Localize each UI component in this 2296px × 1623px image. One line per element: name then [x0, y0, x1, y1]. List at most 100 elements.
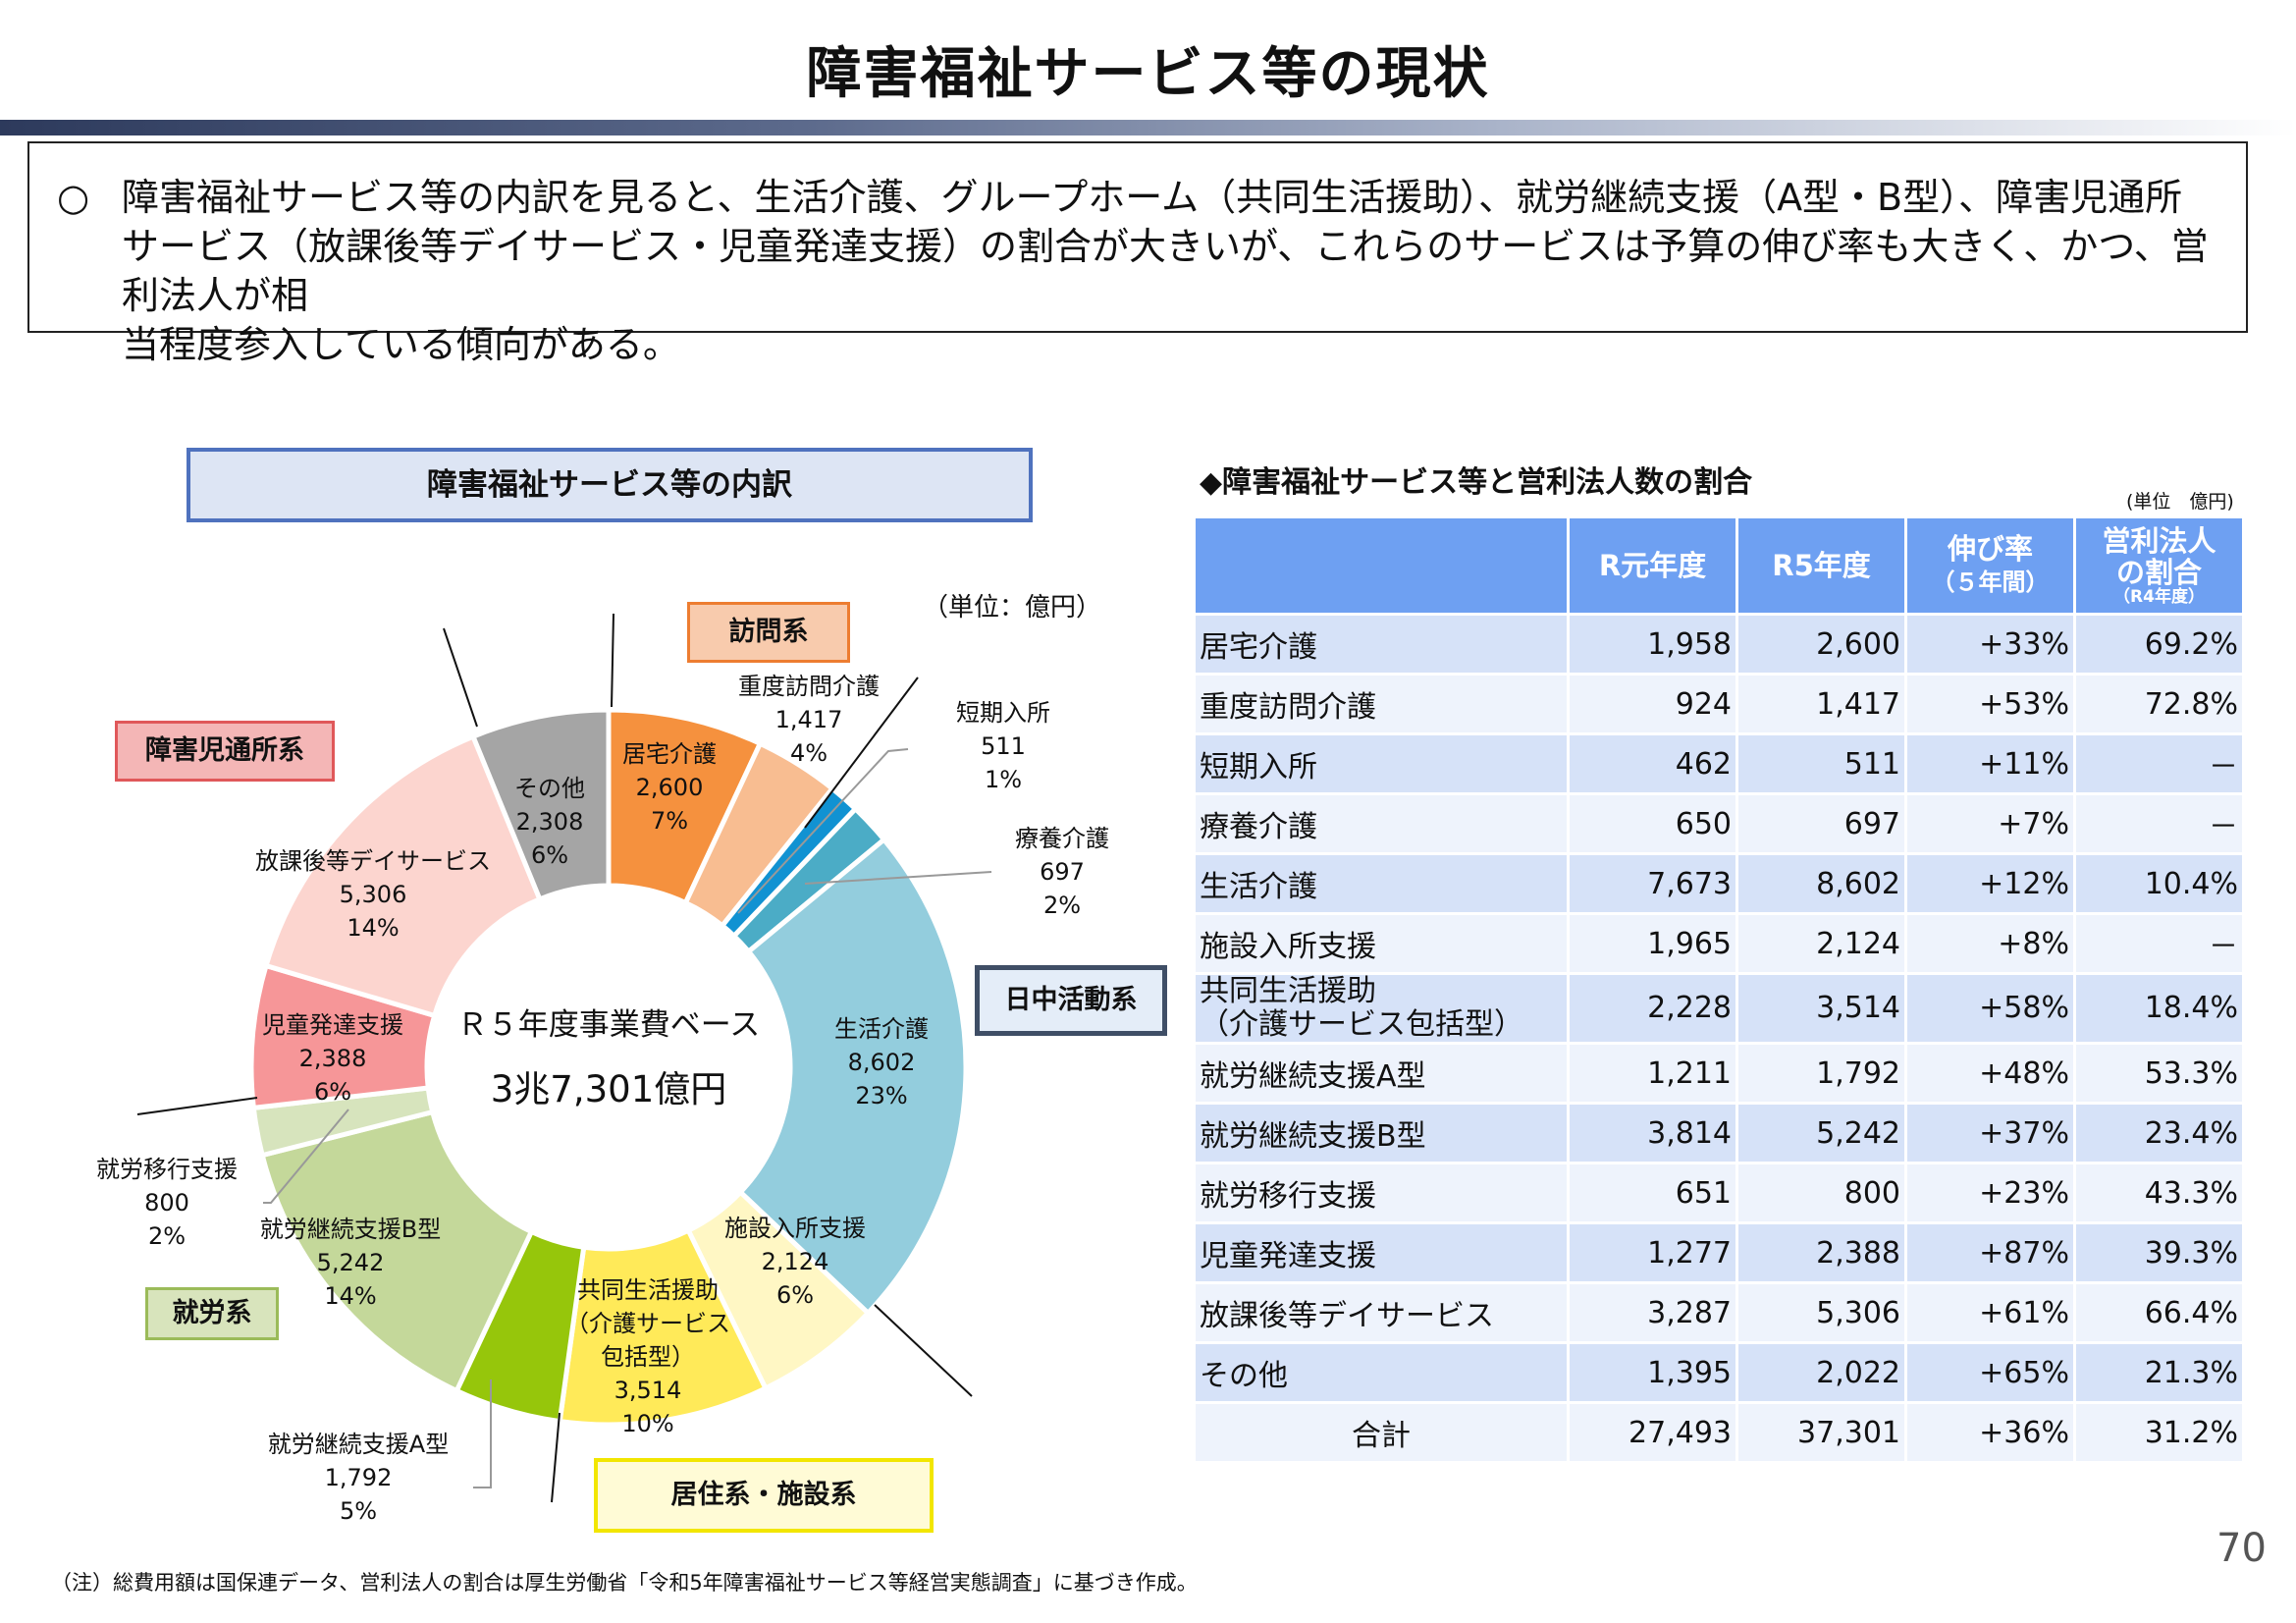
- category-child: 障害児通所系: [115, 721, 335, 782]
- slice-label: 共同生活援助 （介護サービス包括型） 3,514 10%: [565, 1276, 730, 1437]
- header-share-line3: （R4年度）: [2113, 587, 2205, 607]
- row-r5-cell: 2,124: [1738, 915, 1904, 972]
- row-r5-cell: 800: [1738, 1164, 1904, 1221]
- slice-label-line: 就労継続支援B型: [260, 1216, 441, 1243]
- total-growth-cell: +36%: [1907, 1404, 2073, 1461]
- slice-label-line: 23%: [855, 1082, 907, 1109]
- table-body: 居宅介護 1,958 2,600 +33% 69.2% 重度訪問介護 924 1,417 +53…: [1196, 616, 2242, 1461]
- table-row: 児童発達支援 1,277 2,388 +87% 39.3%: [1196, 1224, 2242, 1281]
- slice-13: [469, 707, 612, 903]
- slice-5: [736, 836, 969, 1317]
- header-growth-line2: （５年間）: [1931, 568, 2050, 596]
- slice-label: 生活介護 8,602 23%: [834, 1015, 929, 1109]
- slice-label-line: 8,602: [848, 1049, 916, 1076]
- slice-label-line: 就労移行支援: [96, 1156, 238, 1183]
- row-share-cell: 43.3%: [2076, 1164, 2242, 1221]
- row-r5-cell: 2,022: [1738, 1344, 1904, 1401]
- row-growth-cell: +58%: [1907, 975, 2073, 1042]
- slice-label: 短期入所 511 1%: [956, 699, 1050, 793]
- chart-unit-label: （単位：億円）: [923, 593, 1102, 622]
- slice-labels: 居宅介護 2,600 7% 重度訪問介護 1,417 4% 短期入所 511 1% 療養介護 697…: [96, 673, 1109, 1525]
- slice-label-line: 2%: [148, 1222, 186, 1250]
- row-name-cell: 施設入所支援: [1196, 915, 1567, 972]
- category-divider-line: [874, 1304, 973, 1397]
- row-r1-cell: 3,814: [1570, 1105, 1735, 1162]
- total-name-cell: 合計: [1196, 1404, 1567, 1461]
- slice-label-line: 6%: [314, 1078, 351, 1106]
- slice-label-line: 短期入所: [956, 699, 1050, 727]
- slice-label-line: 放課後等デイサービス: [255, 847, 491, 875]
- slice-label-line: 2,388: [299, 1045, 367, 1072]
- row-r5-cell: 1,417: [1738, 676, 1904, 732]
- footnote: （注）総費用額は国保連データ、営利法人の割合は厚生労働省「令和5年障害福祉サービ…: [51, 1571, 1198, 1595]
- row-name-cell: 生活介護: [1196, 855, 1567, 912]
- total-r5-cell: 37,301: [1738, 1404, 1904, 1461]
- row-r1-cell: 462: [1570, 735, 1735, 792]
- summary-text-1: 障害福祉サービス等の内訳を見ると、生活介護、グループホーム（共同生活援助）、就労…: [122, 176, 2183, 219]
- category-divider-line: [551, 1412, 561, 1503]
- slice-label-line: その他: [514, 775, 585, 802]
- row-growth-cell: +33%: [1907, 616, 2073, 673]
- table-row: 就労移行支援 651 800 +23% 43.3%: [1196, 1164, 2242, 1221]
- row-name-cell: 就労継続支援A型: [1196, 1045, 1567, 1102]
- slice-label-line: 2,124: [762, 1248, 829, 1275]
- table-row: 療養介護 650 697 +7% －: [1196, 795, 2242, 852]
- slice-label: 就労継続支援A型 1,792 5%: [268, 1431, 449, 1525]
- total-share-cell: 31.2%: [2076, 1404, 2242, 1461]
- row-growth-cell: +7%: [1907, 795, 2073, 852]
- summary-box: ○ 障害福祉サービス等の内訳を見ると、生活介護、グループホーム（共同生活援助）、…: [27, 141, 2248, 366]
- row-name-cell: 就労継続支援B型: [1196, 1105, 1567, 1162]
- slice-label-line: 2,308: [516, 808, 584, 836]
- row-growth-cell: +12%: [1907, 855, 2073, 912]
- leader-line-care: [804, 871, 992, 885]
- slice-label-line: （介護サービス: [565, 1310, 730, 1337]
- header-name-cell: [1196, 518, 1567, 613]
- row-share-cell: 72.8%: [2076, 676, 2242, 732]
- slice-label-line: 1,792: [325, 1464, 393, 1491]
- table-row: 重度訪問介護 924 1,417 +53% 72.8%: [1196, 676, 2242, 732]
- slice-label-line: 生活介護: [834, 1015, 929, 1043]
- row-r1-cell: 1,395: [1570, 1344, 1735, 1401]
- row-share-cell: －: [2076, 735, 2242, 792]
- slice-label-line: 2,600: [636, 774, 704, 801]
- header-r1: R元年度: [1570, 518, 1735, 613]
- row-r1-cell: 650: [1570, 795, 1735, 852]
- row-growth-cell: +11%: [1907, 735, 2073, 792]
- row-r1-cell: 924: [1570, 676, 1735, 732]
- row-growth-cell: +48%: [1907, 1045, 2073, 1102]
- row-share-cell: 18.4%: [2076, 975, 2242, 1042]
- slice-9: [259, 1109, 535, 1394]
- table-row: 短期入所 462 511 +11% －: [1196, 735, 2242, 792]
- page-title: 障害福祉サービス等の現状: [806, 42, 1490, 106]
- row-share-cell: －: [2076, 915, 2242, 972]
- donut-chart: 居宅介護 2,600 7% 重度訪問介護 1,417 4% 短期入所 511 1% 療養介護 697…: [96, 613, 1109, 1525]
- header-share-line1: 営利法人: [2102, 524, 2216, 558]
- slice-label-line: 6%: [776, 1281, 814, 1309]
- table-row: 共同生活援助 （介護サービス包括型） 2,228 3,514 +58% 18.4%: [1196, 975, 2242, 1042]
- slice-label-line: 14%: [324, 1282, 376, 1310]
- table-row: 放課後等デイサービス 3,287 5,306 +61% 66.4%: [1196, 1284, 2242, 1341]
- row-name-cell: 短期入所: [1196, 735, 1567, 792]
- slice-12: [262, 732, 544, 1019]
- row-name-cell: 児童発達支援: [1196, 1224, 1567, 1281]
- summary-line-3: 当程度参入している傾向がある。: [57, 320, 2218, 369]
- category-divider-line: [443, 627, 478, 728]
- row-share-cell: 69.2%: [2076, 616, 2242, 673]
- header-growth: 伸び率 （５年間）: [1907, 518, 2073, 613]
- header-share: 営利法人 の割合 （R4年度）: [2076, 518, 2242, 613]
- slice-label-line: 1%: [985, 766, 1022, 793]
- slice-label: 居宅介護 2,600 7%: [622, 740, 717, 835]
- row-name-cell: 居宅介護: [1196, 616, 1567, 673]
- leader-line-transition: [263, 1109, 349, 1204]
- page-number: 70: [2216, 1526, 2267, 1571]
- slice-label: その他 2,308 6%: [514, 775, 585, 869]
- bullet-circle-icon: ○: [57, 176, 90, 219]
- row-name-cell: 放課後等デイサービス: [1196, 1284, 1567, 1341]
- slice-label-line: 児童発達支援: [262, 1011, 403, 1039]
- table-total-row: 合計 27,493 37,301 +36% 31.2%: [1196, 1404, 2242, 1461]
- row-growth-cell: +65%: [1907, 1344, 2073, 1401]
- slice-label: 施設入所支援 2,124 6%: [724, 1215, 866, 1309]
- category-divider-line: [611, 613, 614, 708]
- slice-label-line: 包括型）: [601, 1343, 695, 1371]
- slice-label-line: 1,417: [775, 706, 843, 733]
